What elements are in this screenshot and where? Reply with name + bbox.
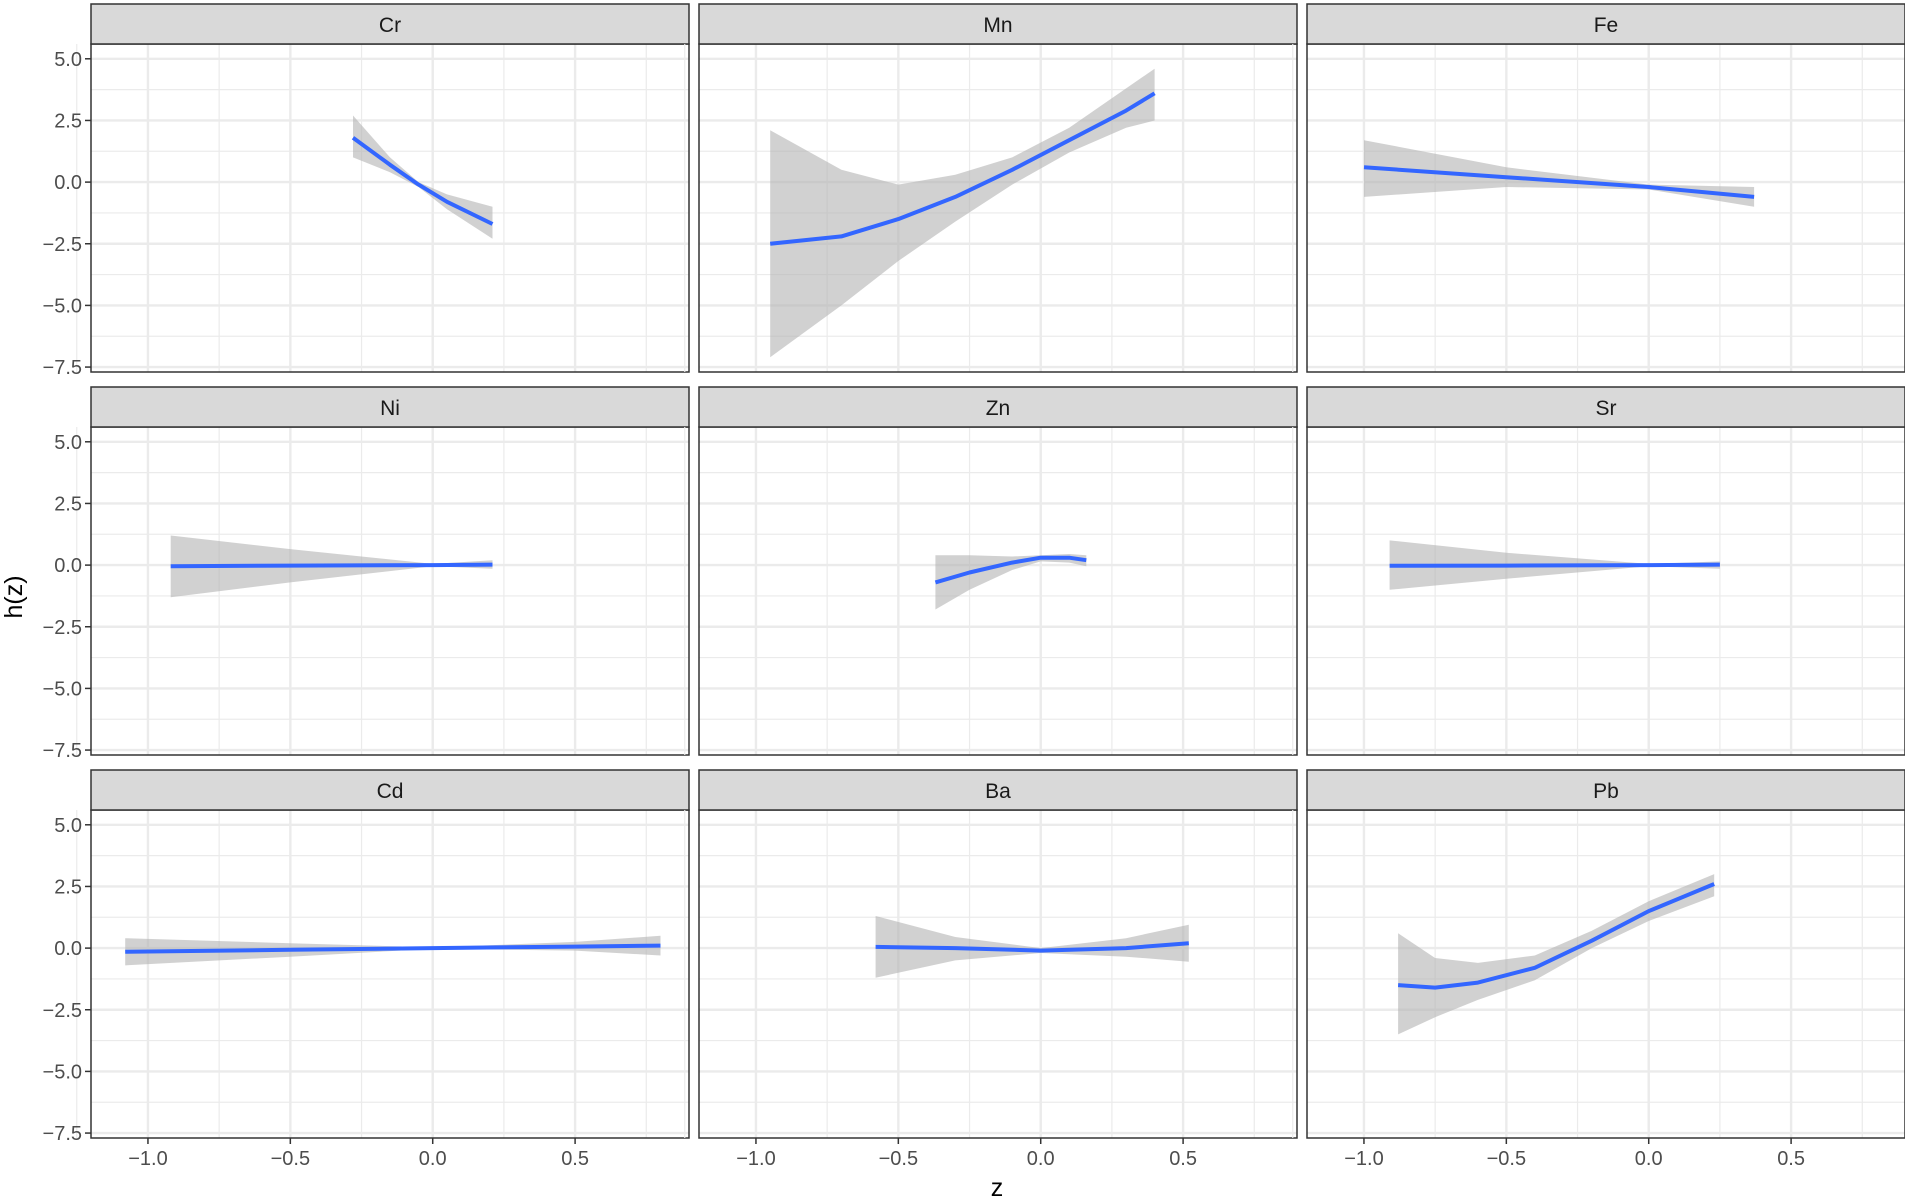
smooth-line bbox=[1397, 882, 1715, 990]
x-tick-label: 0.0 bbox=[419, 1148, 447, 1170]
smooth-line bbox=[1363, 165, 1755, 199]
x-tick-label: −1.0 bbox=[128, 1148, 167, 1170]
y-tick-label: 0.0 bbox=[54, 172, 82, 194]
smooth-line bbox=[769, 91, 1156, 246]
plot-background bbox=[91, 810, 689, 1138]
confidence-band bbox=[770, 68, 1155, 358]
x-tick-label: 0.5 bbox=[561, 1148, 589, 1170]
plot-background bbox=[91, 44, 689, 372]
y-tick-label: −5.0 bbox=[43, 295, 82, 317]
strip-background bbox=[90, 769, 690, 811]
y-tick-label: 5.0 bbox=[54, 432, 82, 454]
strip-background bbox=[1306, 769, 1905, 811]
y-tick-label: 0.0 bbox=[54, 555, 82, 577]
y-tick-label: −7.5 bbox=[43, 1123, 82, 1145]
smooth-line bbox=[934, 555, 1087, 585]
confidence-band bbox=[935, 554, 1087, 610]
strip-background bbox=[90, 3, 690, 45]
x-tick-label: 0.0 bbox=[1027, 1148, 1055, 1170]
facet-panel-cr: Cr 5.0 2.5 0.0 −2.5 −5.0 −7.5 bbox=[43, 3, 690, 379]
y-tick-label: −5.0 bbox=[43, 678, 82, 700]
x-tick-label: −0.5 bbox=[1487, 1148, 1526, 1170]
x-axis-title: z bbox=[991, 1174, 1004, 1198]
y-tick-label: −2.5 bbox=[43, 617, 82, 639]
facet-panel-pb: Pb −1.0 −0.5 0.0 0.5 bbox=[1292, 769, 1905, 1170]
strip-background bbox=[698, 769, 1298, 811]
x-tick-label: 0.5 bbox=[1169, 1148, 1197, 1170]
plot-background bbox=[1307, 44, 1905, 372]
y-tick-label: 2.5 bbox=[54, 493, 82, 515]
facet-panel-fe: Fe bbox=[1292, 3, 1905, 373]
y-tick-label: 2.5 bbox=[54, 110, 82, 132]
facet-panel-sr: Sr bbox=[1292, 386, 1905, 756]
y-tick-label: −2.5 bbox=[43, 234, 82, 256]
x-tick-label: 0.5 bbox=[1777, 1148, 1805, 1170]
strip-label: Pb bbox=[1593, 780, 1619, 803]
strip-label: Ba bbox=[985, 780, 1011, 803]
x-tick-label: −0.5 bbox=[271, 1148, 310, 1170]
plot-background bbox=[1307, 810, 1905, 1138]
strip-background bbox=[698, 3, 1298, 45]
y-tick-label: 5.0 bbox=[54, 815, 82, 837]
strip-background bbox=[698, 386, 1298, 428]
smooth-line bbox=[351, 136, 494, 226]
facet-panel-mn: Mn bbox=[684, 3, 1298, 373]
confidence-band bbox=[1398, 874, 1715, 1035]
x-tick-label: −1.0 bbox=[1344, 1148, 1383, 1170]
y-tick-label: −7.5 bbox=[43, 357, 82, 379]
y-tick-label: 0.0 bbox=[54, 938, 82, 960]
x-tick-label: −1.0 bbox=[736, 1148, 775, 1170]
strip-label: Ni bbox=[380, 397, 400, 420]
strip-background bbox=[1306, 386, 1905, 428]
strip-label: Cd bbox=[377, 780, 404, 803]
smooth-line bbox=[1389, 562, 1720, 568]
strip-label: Mn bbox=[983, 14, 1012, 37]
smooth-line bbox=[875, 941, 1189, 953]
y-axis-title: h(z) bbox=[0, 575, 28, 618]
y-tick-label: 5.0 bbox=[54, 49, 82, 71]
confidence-band bbox=[125, 935, 661, 966]
x-tick-label: 0.0 bbox=[1635, 1148, 1663, 1170]
plot-background bbox=[1307, 427, 1905, 755]
strip-label: Fe bbox=[1594, 14, 1619, 37]
strip-label: Cr bbox=[379, 14, 401, 37]
y-tick-label: −5.0 bbox=[43, 1061, 82, 1083]
smooth-line bbox=[170, 562, 493, 569]
strip-label: Sr bbox=[1596, 397, 1617, 420]
strip-label: Zn bbox=[986, 397, 1011, 420]
plot-background bbox=[699, 427, 1297, 755]
strip-background bbox=[1306, 3, 1905, 45]
y-tick-label: −7.5 bbox=[43, 740, 82, 762]
facet-panel-cd: Cd 5.0 2.5 0.0 −2.5 −5.0 −7.5 −1.0 −0.5 0.0 0.5 bbox=[43, 769, 690, 1170]
facet-panels: Cr 5.0 2.5 0.0 −2.5 −5.0 −7.5 Mn Fe Ni 5.0 2.5 0.0 −2… bbox=[43, 3, 1905, 1170]
plot-background bbox=[699, 810, 1297, 1138]
x-tick-label: −0.5 bbox=[879, 1148, 918, 1170]
facet-panel-zn: Zn bbox=[684, 386, 1298, 756]
confidence-band bbox=[1364, 140, 1755, 207]
strip-background bbox=[90, 386, 690, 428]
smooth-line bbox=[125, 943, 661, 954]
y-tick-label: −2.5 bbox=[43, 1000, 82, 1022]
facet-panel-ni: Ni 5.0 2.5 0.0 −2.5 −5.0 −7.5 bbox=[43, 386, 690, 762]
y-tick-label: 2.5 bbox=[54, 876, 82, 898]
facet-panel-ba: Ba −1.0 −0.5 0.0 0.5 bbox=[684, 769, 1298, 1170]
